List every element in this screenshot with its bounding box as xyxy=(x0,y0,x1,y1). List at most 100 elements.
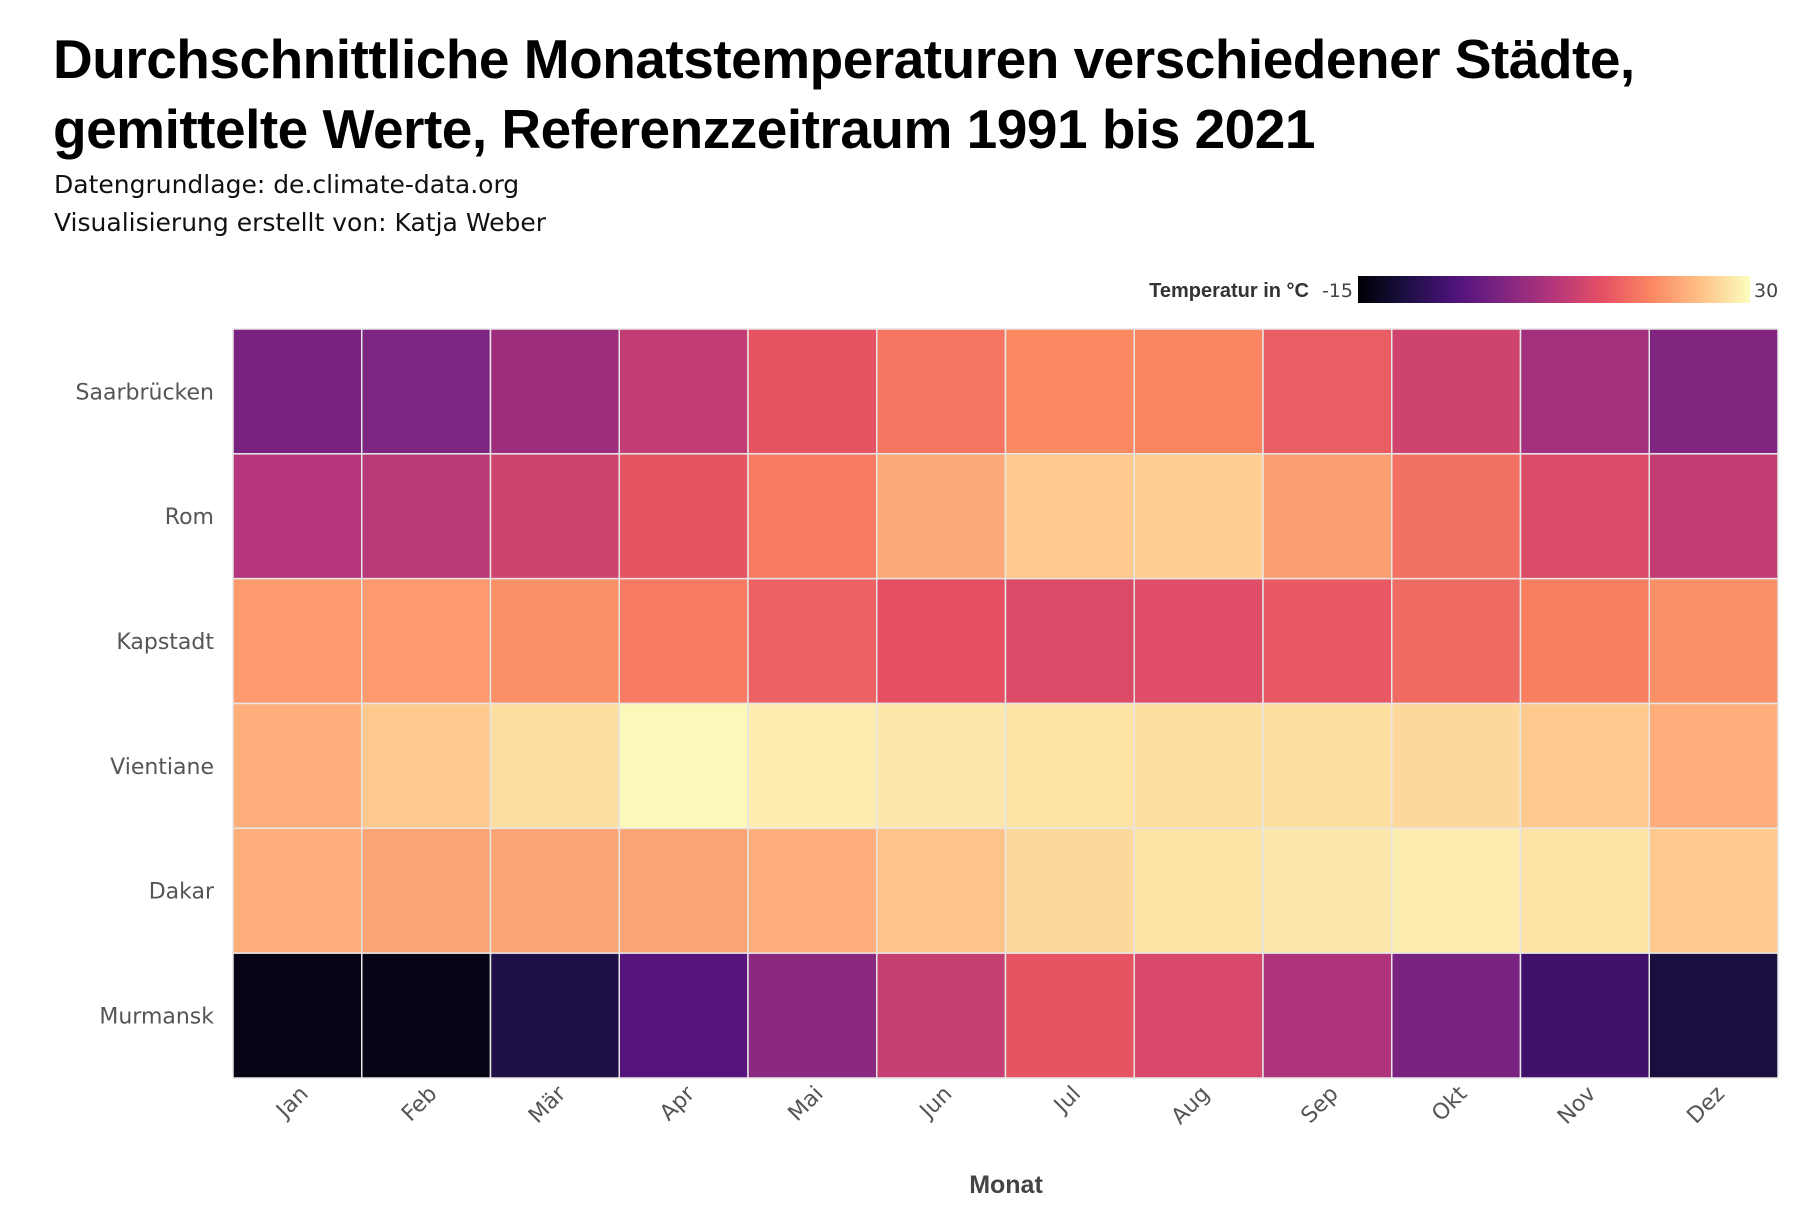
colorbar-max-label: 30 xyxy=(1754,280,1778,302)
author-subtitle: Visualisierung erstellt von: Katja Weber xyxy=(54,208,546,237)
colorbar-gradient xyxy=(1358,276,1750,303)
heatmap-cell xyxy=(232,453,363,580)
x-tick-label: Jul xyxy=(1048,1082,1086,1120)
heatmap-cell xyxy=(1133,952,1264,1079)
heatmap-cell xyxy=(747,952,878,1079)
heatmap-cell xyxy=(1519,453,1650,580)
heatmap-cell xyxy=(876,827,1007,954)
heatmap-cell xyxy=(876,702,1007,830)
heatmap-cell xyxy=(1262,328,1393,455)
heatmap-cell xyxy=(1133,827,1264,954)
heatmap-cell xyxy=(489,328,620,455)
heatmap-cell xyxy=(747,577,878,705)
heatmap-cell xyxy=(1519,952,1650,1079)
heatmap-cell xyxy=(1262,453,1393,580)
heatmap-cell xyxy=(1133,702,1264,830)
heatmap-cell xyxy=(489,952,620,1079)
y-tick-label: Kapstadt xyxy=(116,630,214,655)
heatmap-cell xyxy=(876,577,1007,705)
heatmap-cell xyxy=(1648,952,1779,1079)
heatmap-cell xyxy=(1391,952,1522,1079)
heatmap-cell xyxy=(747,702,878,830)
heatmap-cell xyxy=(361,827,492,954)
heatmap-cell xyxy=(1391,328,1522,455)
heatmap-cell xyxy=(1519,702,1650,830)
heatmap-cell xyxy=(1391,577,1522,705)
heatmap-cell xyxy=(1391,453,1522,580)
heatmap-cell xyxy=(1391,827,1522,954)
heatmap-cell xyxy=(1004,952,1135,1079)
heatmap-cell xyxy=(876,328,1007,455)
heatmap-cell xyxy=(747,827,878,954)
heatmap-cell xyxy=(876,952,1007,1079)
heatmap-cell xyxy=(1004,577,1135,705)
y-tick-label: Rom xyxy=(165,505,214,530)
x-tick-label: Okt xyxy=(1427,1081,1472,1126)
heatmap-cell xyxy=(618,453,749,580)
x-tick-label: Jun xyxy=(914,1082,957,1125)
heatmap-cell xyxy=(1004,453,1135,580)
heatmap-cell xyxy=(1133,577,1264,705)
y-tick-label: Vientiane xyxy=(110,755,214,780)
y-tick-label: Saarbrücken xyxy=(76,380,214,405)
heatmap-cell xyxy=(361,952,492,1079)
heatmap-cell xyxy=(618,577,749,705)
data-source-subtitle: Datengrundlage: de.climate-data.org xyxy=(54,170,520,199)
x-tick-label: Dez xyxy=(1682,1082,1729,1129)
heatmap-cell xyxy=(1648,702,1779,830)
heatmap-cell xyxy=(232,827,363,954)
heatmap-cell xyxy=(1648,328,1779,455)
heatmap-cell xyxy=(1648,827,1779,954)
x-axis-labels: Jan Feb Mär Apr Mai Jun Jul Aug Sep Okt Nov Dez xyxy=(271,1081,1730,1130)
heatmap-cell xyxy=(1262,577,1393,705)
heatmap-cell xyxy=(1648,453,1779,580)
heatmap-cell xyxy=(747,453,878,580)
x-tick-label: Sep xyxy=(1297,1082,1344,1129)
heatmap-cell xyxy=(361,702,492,830)
heatmap-cell xyxy=(618,952,749,1079)
heatmap-cell xyxy=(876,453,1007,580)
heatmap-cell xyxy=(232,702,363,830)
heatmap-cell xyxy=(618,827,749,954)
heatmap-cell xyxy=(1519,328,1650,455)
heatmap-cell xyxy=(747,328,878,455)
x-tick-label: Mär xyxy=(524,1081,572,1129)
heatmap-cell xyxy=(361,453,492,580)
heatmap-cell xyxy=(618,702,749,830)
colorbar-label: Temperatur in °C xyxy=(1149,280,1309,302)
heatmap-cell xyxy=(1133,453,1264,580)
heatmap-cell xyxy=(1519,827,1650,954)
y-axis-labels: Saarbrücken Rom Kapstadt Vientiane Dakar Murm… xyxy=(76,380,215,1029)
heatmap-cell xyxy=(1133,328,1264,455)
heatmap-cell xyxy=(232,952,363,1079)
y-tick-label: Murmansk xyxy=(99,1005,214,1030)
heatmap-cell xyxy=(1262,827,1393,954)
heatmap-cell xyxy=(1004,827,1135,954)
x-tick-label: Mai xyxy=(784,1082,829,1127)
chart-title: Durchschnittliche Monatstemperaturen ver… xyxy=(53,28,1635,160)
x-tick-label: Apr xyxy=(655,1081,700,1126)
heatmap-cell xyxy=(1262,702,1393,830)
x-tick-label: Feb xyxy=(397,1082,442,1127)
x-tick-label: Aug xyxy=(1167,1082,1215,1130)
heatmap-cell xyxy=(1648,577,1779,705)
heatmap-cell xyxy=(1391,702,1522,830)
colorbar-min-label: -15 xyxy=(1322,280,1353,302)
x-tick-label: Nov xyxy=(1553,1082,1601,1130)
heatmap-cell xyxy=(489,702,620,830)
heatmap-cell xyxy=(232,577,363,705)
x-axis-title: Monat xyxy=(969,1171,1043,1199)
heatmap-cell xyxy=(489,453,620,580)
heatmap-cell xyxy=(1519,577,1650,705)
heatmap-cell xyxy=(489,577,620,705)
y-tick-label: Dakar xyxy=(149,880,215,905)
heatmap-cell xyxy=(1004,702,1135,830)
heatmap-cell xyxy=(232,328,363,455)
x-tick-label: Jan xyxy=(271,1082,314,1125)
heatmap-cell xyxy=(618,328,749,455)
heatmap-cell xyxy=(361,328,492,455)
heatmap-cell xyxy=(361,577,492,705)
heatmap-cell xyxy=(1262,952,1393,1079)
heatmap-cell xyxy=(489,827,620,954)
